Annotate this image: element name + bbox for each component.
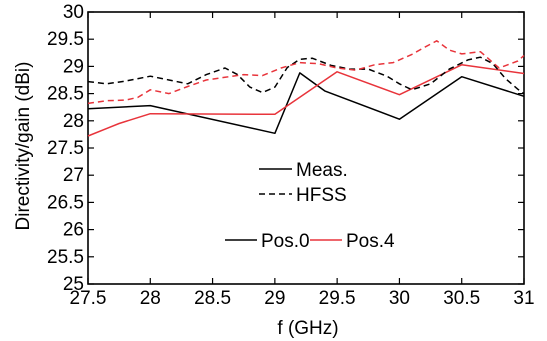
x-tick-label: 28.5 (194, 288, 231, 309)
y-axis-label: Directivity/gain (dBi) (13, 62, 34, 231)
series-line-meas-pos-4 (87, 64, 525, 137)
y-tick-label: 30 (63, 2, 84, 23)
legend-label-hfss: HFSS (296, 185, 347, 206)
y-tick-label: 25 (63, 274, 84, 295)
x-axis: 27.5 28 28.5 29 29.5 30 30.5 31 (70, 12, 535, 309)
legend-position: Pos.0 Pos.4 (225, 231, 395, 252)
y-tick-label: 29 (63, 56, 84, 77)
x-axis-label: f (GHz) (277, 318, 338, 339)
x-tick-label: 29.5 (319, 288, 356, 309)
series-line-hfss-pos-0 (87, 56, 525, 95)
y-tick-label: 29.5 (47, 29, 84, 50)
x-tick-label: 29 (264, 288, 285, 309)
legend-label-meas: Meas. (296, 160, 348, 181)
y-tick-label: 27 (63, 165, 84, 186)
legend-label-pos1: Pos.4 (346, 231, 395, 252)
x-tick-label: 31 (513, 288, 534, 309)
x-tick-label: 28 (140, 288, 161, 309)
legend-label-pos0: Pos.0 (261, 231, 310, 252)
y-tick-label: 28.5 (47, 84, 84, 105)
x-tick-label: 30.5 (443, 288, 480, 309)
y-tick-label: 25.5 (47, 247, 84, 268)
y-tick-label: 26 (63, 220, 84, 241)
y-tick-label: 26.5 (47, 192, 84, 213)
x-tick-label: 30 (389, 288, 410, 309)
x-tick-label: 27.5 (70, 288, 107, 309)
y-axis: 25 25.5 26 26.5 27 27.5 28 28.5 29 29.5 30 (47, 2, 524, 295)
y-tick-label: 27.5 (47, 138, 84, 159)
legend-line-style: Meas. HFSS (259, 160, 348, 206)
y-tick-label: 28 (63, 111, 84, 132)
series-line-meas-pos-0 (87, 72, 525, 135)
series-line-hfss-pos-4 (87, 40, 525, 105)
series-layer (87, 40, 525, 137)
